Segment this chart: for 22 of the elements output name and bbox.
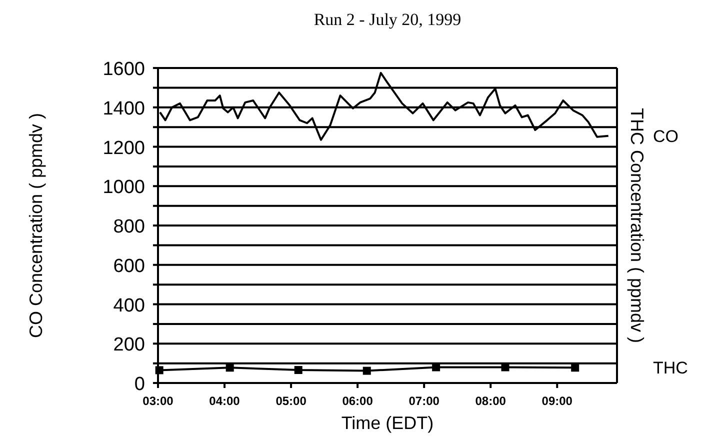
y2-axis-title: THC Concentration ( ppmdv ) — [627, 108, 647, 344]
y-tick-label: 600 — [113, 256, 145, 277]
text: THC — [653, 358, 688, 378]
chart-title: Run 2 - July 20, 1999 — [314, 10, 462, 29]
y-tick-label: 0 — [134, 374, 145, 395]
y-axis-title: CO Concentration ( ppmdv ) — [26, 112, 46, 338]
x-axis-title: Time (EDT) — [341, 413, 434, 433]
y-tick-label: 1000 — [102, 177, 145, 198]
text: CO — [653, 126, 678, 146]
x-tick-label: 09:00 — [542, 394, 573, 408]
y-tick-label: 200 — [113, 334, 145, 356]
x-tick-label: 08:00 — [475, 394, 506, 408]
x-tick-label: 04:00 — [209, 394, 240, 408]
y-tick-label: 1600 — [102, 59, 145, 80]
y-tick-label: 400 — [113, 295, 145, 316]
y-tick-label: 800 — [113, 216, 145, 238]
y-tick-label: 1400 — [102, 98, 145, 120]
x-tick-label: 03:00 — [142, 394, 174, 408]
x-tick-label: 05:00 — [276, 394, 307, 408]
x-tick-label: 06:00 — [342, 394, 374, 408]
y-tick-label: 1200 — [102, 138, 145, 159]
x-tick-label: 07:00 — [408, 394, 440, 408]
